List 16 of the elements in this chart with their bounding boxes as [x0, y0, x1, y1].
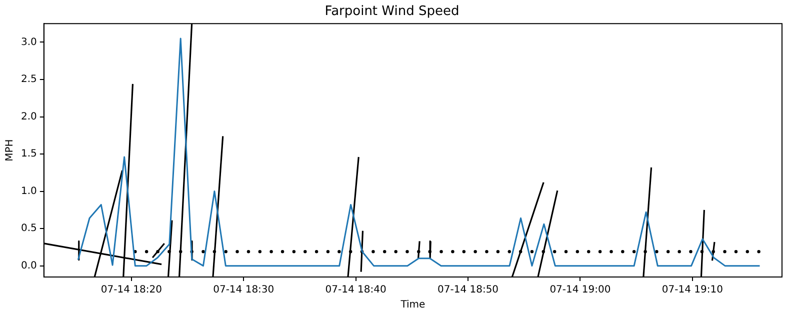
- y-tick-label: 2.5: [20, 74, 37, 86]
- y-tick-label: 3.0: [20, 36, 37, 48]
- x-tick-label: 07-14 18:20: [100, 284, 162, 296]
- y-axis-title: MPH: [4, 139, 16, 162]
- x-tick-label: 07-14 18:50: [437, 284, 499, 296]
- x-tick-label: 07-14 18:40: [325, 284, 386, 296]
- y-tick-label: 0.0: [20, 260, 37, 272]
- chart-title: Farpoint Wind Speed: [324, 4, 460, 20]
- y-tick-label: 0.5: [20, 223, 37, 234]
- y-tick-label: 2.0: [20, 111, 37, 122]
- x-tick-label: 07-14 19:00: [550, 284, 611, 296]
- x-tick-label: 07-14 19:10: [662, 284, 723, 296]
- x-axis-title: Time: [400, 300, 426, 311]
- x-tick-label: 07-14 18:30: [213, 284, 274, 296]
- y-tick-label: 1.0: [20, 186, 37, 197]
- y-tick-label: 1.5: [20, 148, 37, 160]
